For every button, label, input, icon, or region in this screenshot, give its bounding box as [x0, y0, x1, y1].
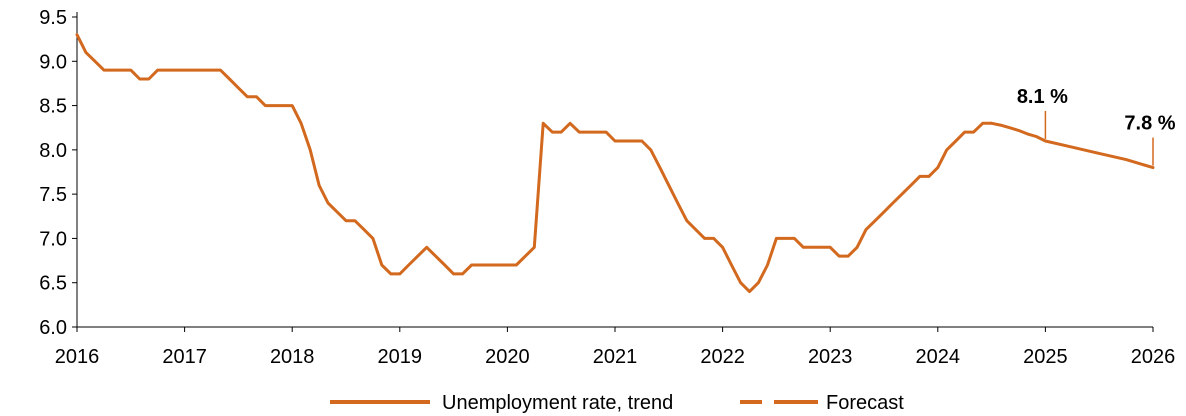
x-tick-label: 2021	[593, 346, 638, 368]
y-tick-label: 8.0	[39, 140, 67, 162]
x-tick-label: 2020	[485, 346, 530, 368]
y-tick-label: 7.0	[39, 228, 67, 250]
annotation-label: 8.1 %	[1017, 86, 1068, 108]
x-tick-label: 2026	[1131, 346, 1176, 368]
legend-label-forecast: Forecast	[826, 392, 904, 414]
trend-series-line	[75, 33, 994, 294]
y-tick-label: 7.5	[39, 184, 67, 206]
y-tick-label: 9.0	[39, 51, 67, 73]
x-tick-label: 2017	[162, 346, 207, 368]
x-tick-label: 2018	[270, 346, 315, 368]
x-tick-label: 2019	[378, 346, 423, 368]
x-tick-label: 2016	[55, 346, 100, 368]
x-tick-label: 2025	[1023, 346, 1068, 368]
x-tick-label: 2024	[916, 346, 961, 368]
y-tick-label: 9.5	[39, 7, 67, 29]
y-tick-label: 8.5	[39, 96, 67, 118]
x-tick-label: 2022	[700, 346, 745, 368]
y-tick-label: 6.0	[39, 317, 67, 339]
x-tick-label: 2023	[808, 346, 853, 368]
legend-label-trend: Unemployment rate, trend	[442, 392, 673, 414]
y-tick-label: 6.5	[39, 273, 67, 295]
annotation-label: 7.8 %	[1124, 113, 1175, 135]
forecast-series-line	[990, 121, 1155, 170]
